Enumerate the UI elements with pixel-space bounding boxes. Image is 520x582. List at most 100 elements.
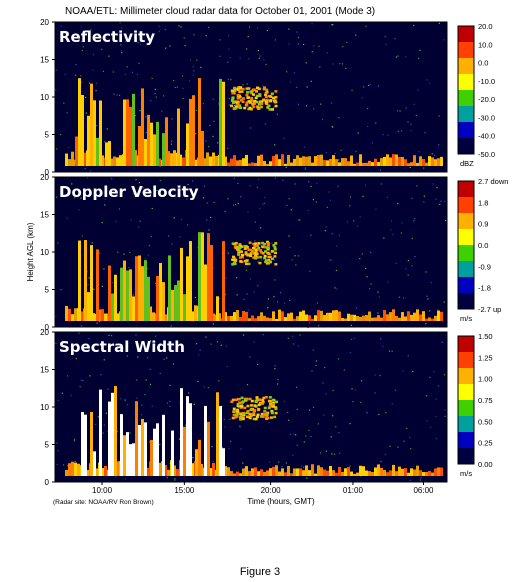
- cloud-echo: [293, 158, 296, 166]
- colorbar-unit: dBZ: [460, 159, 474, 168]
- cloud-blob: [232, 413, 236, 417]
- noise-dot: [316, 302, 319, 304]
- cloud-echo: [194, 305, 197, 321]
- noise-dot: [139, 220, 141, 222]
- colorbar-label: 1.50: [478, 332, 493, 341]
- noise-dot: [156, 189, 158, 192]
- noise-dot: [151, 77, 153, 80]
- cloud-blob: [230, 99, 234, 102]
- noise-dot: [173, 217, 175, 219]
- noise-dot: [266, 29, 269, 32]
- cloud-column: [189, 241, 192, 321]
- noise-dot: [247, 309, 249, 311]
- noise-dot: [257, 285, 259, 287]
- noise-dot: [407, 259, 409, 262]
- noise-dot: [377, 312, 379, 314]
- noise-dot: [129, 251, 131, 254]
- cloud-echo: [299, 468, 302, 476]
- noise-dot: [140, 413, 143, 416]
- cloud-echo: [377, 464, 380, 476]
- cloud-echo: [101, 468, 104, 476]
- cloud-column: [78, 78, 81, 166]
- cloud-echo: [308, 315, 311, 321]
- cloud-blob: [246, 404, 250, 408]
- noise-dot: [273, 107, 275, 109]
- noise-dot: [68, 146, 70, 149]
- noise-dot: [438, 22, 440, 24]
- noise-dot: [119, 22, 121, 24]
- cloud-blob: [273, 248, 277, 251]
- noise-dot: [332, 126, 334, 128]
- noise-dot: [126, 355, 129, 357]
- cloud-blob: [273, 415, 277, 419]
- cloud-blob: [252, 256, 256, 259]
- cloud-blob: [239, 250, 243, 254]
- noise-dot: [213, 120, 215, 122]
- cloud-blob: [266, 411, 270, 415]
- cloud-blob: [273, 100, 277, 104]
- cloud-echo: [395, 471, 398, 476]
- cloud-column: [147, 276, 150, 321]
- noise-dot: [134, 115, 137, 117]
- cloud-blob: [266, 246, 270, 250]
- cloud-blob: [236, 404, 240, 407]
- cloud-column: [216, 296, 219, 321]
- cloud-blob: [252, 413, 256, 417]
- cloud-column: [90, 245, 93, 321]
- cloud-echo: [332, 310, 335, 321]
- cloud-echo: [278, 309, 281, 321]
- noise-dot: [430, 426, 432, 428]
- noise-dot: [407, 121, 409, 123]
- noise-dot: [282, 179, 284, 181]
- noise-dot: [239, 57, 241, 59]
- noise-dot: [414, 218, 416, 220]
- noise-dot: [276, 113, 278, 115]
- noise-dot: [149, 441, 151, 443]
- cloud-blob: [261, 252, 265, 255]
- cloud-blob: [243, 245, 247, 248]
- cloud-blob: [249, 254, 253, 258]
- cloud-blob: [231, 101, 235, 104]
- noise-dot: [88, 82, 91, 84]
- cloud-column: [111, 392, 114, 476]
- noise-dot: [227, 61, 229, 63]
- cloud-blob: [255, 256, 259, 259]
- noise-dot: [96, 125, 98, 127]
- noise-dot: [284, 302, 286, 305]
- cloud-blob: [258, 261, 262, 265]
- y-tick-label: 0: [45, 478, 50, 487]
- noise-dot: [428, 82, 431, 84]
- noise-dot: [60, 25, 62, 27]
- noise-dot: [258, 178, 260, 180]
- cloud-echo: [425, 472, 428, 476]
- cloud-echo: [230, 158, 233, 166]
- cloud-column: [99, 100, 102, 166]
- noise-dot: [312, 108, 315, 110]
- y-tick-label: 5: [45, 441, 50, 450]
- cloud-blob: [264, 93, 268, 97]
- noise-dot: [339, 63, 341, 65]
- noise-dot: [202, 102, 205, 105]
- noise-dot: [232, 204, 235, 206]
- cloud-column: [84, 414, 87, 476]
- noise-dot: [104, 204, 106, 206]
- cloud-echo: [404, 316, 407, 321]
- cloud-blob: [259, 105, 263, 109]
- cloud-echo: [422, 472, 425, 476]
- noise-dot: [288, 43, 290, 45]
- noise-dot: [112, 71, 114, 73]
- noise-dot: [274, 365, 276, 367]
- cloud-echo: [314, 473, 317, 476]
- noise-dot: [70, 394, 72, 397]
- noise-dot: [367, 125, 369, 128]
- cloud-blob: [273, 246, 277, 249]
- cloud-blob: [251, 249, 255, 253]
- cloud-echo: [305, 465, 308, 476]
- cloud-echo: [269, 468, 272, 476]
- y-tick-label: 20: [40, 173, 49, 182]
- noise-dot: [405, 107, 407, 109]
- noise-dot: [188, 80, 190, 82]
- cloud-echo: [395, 154, 398, 166]
- cloud-blob: [247, 87, 251, 90]
- noise-dot: [268, 461, 270, 463]
